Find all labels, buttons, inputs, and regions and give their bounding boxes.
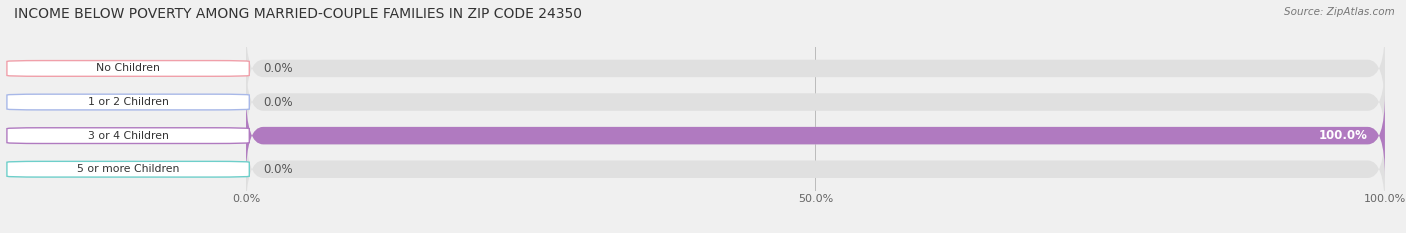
Text: 3 or 4 Children: 3 or 4 Children — [87, 131, 169, 141]
FancyBboxPatch shape — [246, 27, 1385, 110]
Text: 100.0%: 100.0% — [1319, 129, 1368, 142]
FancyBboxPatch shape — [7, 94, 249, 110]
FancyBboxPatch shape — [7, 61, 249, 76]
FancyBboxPatch shape — [246, 127, 1385, 211]
FancyBboxPatch shape — [7, 128, 249, 144]
Text: INCOME BELOW POVERTY AMONG MARRIED-COUPLE FAMILIES IN ZIP CODE 24350: INCOME BELOW POVERTY AMONG MARRIED-COUPL… — [14, 7, 582, 21]
FancyBboxPatch shape — [246, 60, 1385, 144]
Text: No Children: No Children — [96, 63, 160, 73]
Text: 0.0%: 0.0% — [263, 163, 292, 176]
Text: 1 or 2 Children: 1 or 2 Children — [87, 97, 169, 107]
FancyBboxPatch shape — [7, 161, 249, 177]
FancyBboxPatch shape — [246, 94, 1385, 177]
FancyBboxPatch shape — [246, 94, 1385, 177]
Text: 0.0%: 0.0% — [263, 96, 292, 109]
Text: 0.0%: 0.0% — [263, 62, 292, 75]
Text: 5 or more Children: 5 or more Children — [77, 164, 180, 174]
Text: Source: ZipAtlas.com: Source: ZipAtlas.com — [1284, 7, 1395, 17]
